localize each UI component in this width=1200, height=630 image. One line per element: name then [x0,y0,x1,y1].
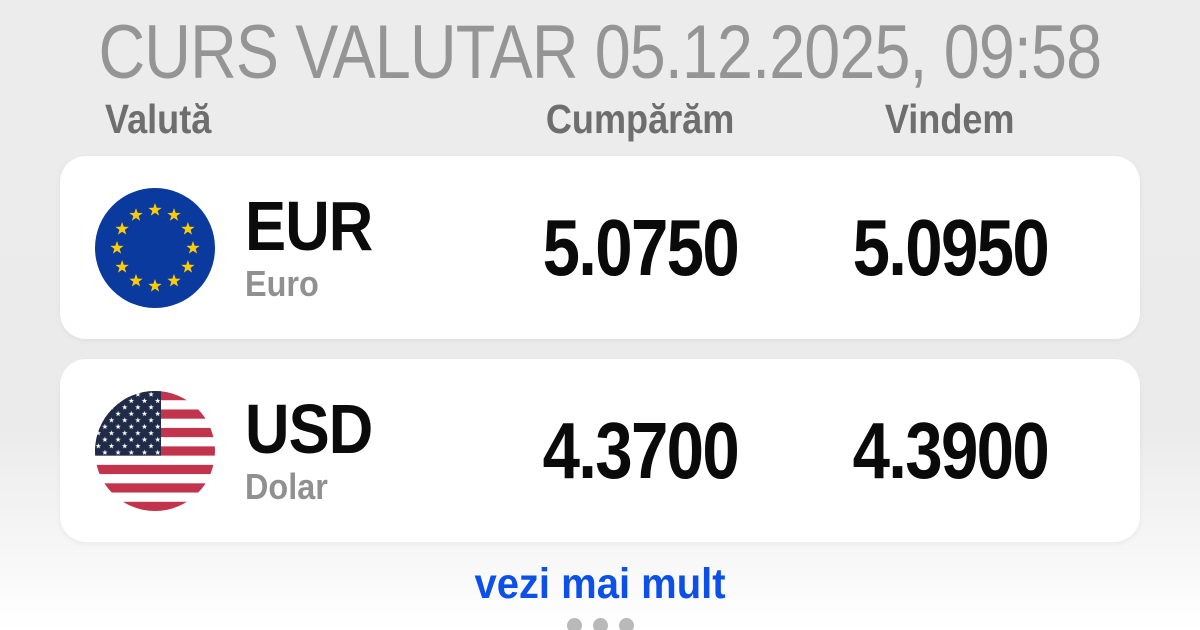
column-header-currency: Valută [105,96,212,143]
currency-labels: EUR Euro [245,187,390,304]
currency-name: Euro [245,262,319,304]
us-flag-icon [95,390,215,511]
pagination-dots [0,618,1200,630]
currency-name: Dolar [245,465,328,507]
table-row-eur: EUR Euro 5.0750 5.0950 [60,156,1140,340]
see-more-link[interactable]: vezi mai mult [474,560,726,609]
column-header-sell: Vindem [885,96,1015,143]
pagination-dot[interactable] [618,618,634,630]
table-row-usd: USD Dolar 4.3700 4.3900 [60,359,1140,543]
page-title: CURS VALUTAR 05.12.2025, 09:58 [98,10,1103,95]
currency-code: EUR [245,187,373,266]
pagination-dot[interactable] [592,618,608,630]
buy-rate-usd: 4.3700 [542,405,739,495]
sell-rate-usd: 4.3900 [852,405,1049,495]
eu-flag-icon [95,187,215,308]
currency-cell-usd: USD Dolar [95,390,485,511]
currency-cell-eur: EUR Euro [95,187,485,308]
widget-header: CURS VALUTAR 05.12.2025, 09:58 [0,0,1200,95]
currency-labels: USD Dolar [245,390,390,507]
table-header-row: Valută Cumpărăm Vindem [60,97,1140,142]
column-header-buy: Cumpărăm [545,96,735,143]
currency-code: USD [245,390,373,469]
sell-rate-eur: 5.0950 [852,202,1049,292]
pagination-dot[interactable] [566,618,582,630]
buy-rate-eur: 5.0750 [542,202,739,292]
